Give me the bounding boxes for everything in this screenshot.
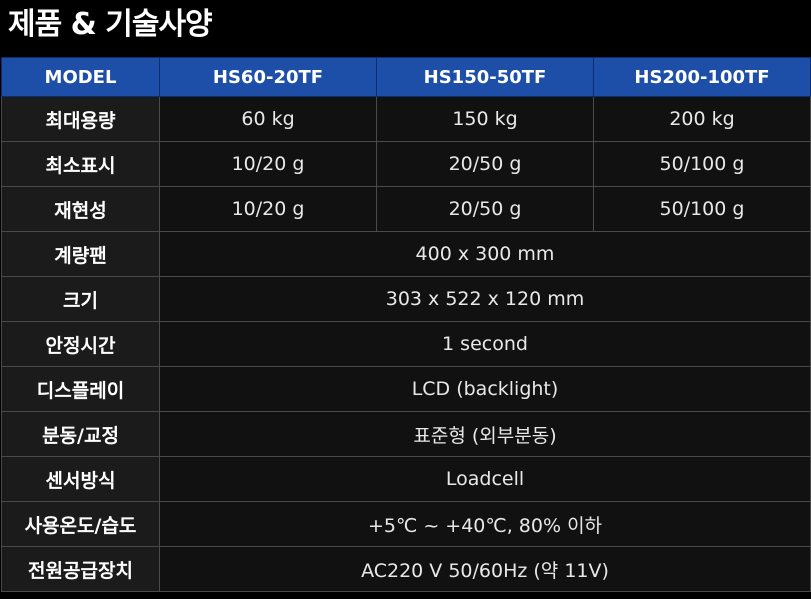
- header-hs150-50tf: HS150-50TF: [376, 57, 594, 97]
- table-header-row: MODEL HS60-20TF HS150-50TF HS200-100TF: [1, 57, 811, 97]
- header-hs60-20tf: HS60-20TF: [159, 57, 377, 97]
- table-row-calibration: 분동/교정 표준형 (외부분동): [1, 411, 811, 457]
- table-cell: 20/50 g: [376, 186, 594, 232]
- row-label: 안정시간: [1, 321, 160, 367]
- table-cell: 10/20 g: [159, 186, 377, 232]
- table-cell: +5℃ ~ +40℃, 80% 이하: [159, 501, 811, 547]
- table-cell: Loadcell: [159, 456, 811, 502]
- table-row-dimensions: 크기 303 x 522 x 120 mm: [1, 276, 811, 322]
- table-row-max-capacity: 최대용량 60 kg 150 kg 200 kg: [1, 96, 811, 142]
- row-label: 최대용량: [1, 96, 160, 142]
- header-model: MODEL: [1, 57, 160, 97]
- table-cell: 150 kg: [376, 96, 594, 142]
- table-cell: AC220 V 50/60Hz (약 11V): [159, 546, 811, 592]
- table-row-min-display: 최소표시 10/20 g 20/50 g 50/100 g: [1, 141, 811, 187]
- table-cell: 1 second: [159, 321, 811, 367]
- table-cell: 50/100 g: [593, 141, 811, 187]
- table-cell: 표준형 (외부분동): [159, 411, 811, 457]
- page-title: 제품 & 기술사양: [8, 7, 213, 42]
- table-cell: 60 kg: [159, 96, 377, 142]
- row-label: 재현성: [1, 186, 160, 232]
- table-cell: 400 x 300 mm: [159, 231, 811, 277]
- table-cell: LCD (backlight): [159, 366, 811, 412]
- row-label: 전원공급장치: [1, 546, 160, 592]
- row-label: 최소표시: [1, 141, 160, 187]
- table-row-sensor-type: 센서방식 Loadcell: [1, 456, 811, 502]
- table-row-stabilization-time: 안정시간 1 second: [1, 321, 811, 367]
- row-label: 센서방식: [1, 456, 160, 502]
- table-row-pan-size: 계량팬 400 x 300 mm: [1, 231, 811, 277]
- table-cell: 200 kg: [593, 96, 811, 142]
- row-label: 계량팬: [1, 231, 160, 277]
- row-label: 분동/교정: [1, 411, 160, 457]
- table-cell: 20/50 g: [376, 141, 594, 187]
- row-label: 디스플레이: [1, 366, 160, 412]
- table-row-repeatability: 재현성 10/20 g 20/50 g 50/100 g: [1, 186, 811, 232]
- table-cell: 10/20 g: [159, 141, 377, 187]
- table-row-display: 디스플레이 LCD (backlight): [1, 366, 811, 412]
- header-hs200-100tf: HS200-100TF: [593, 57, 811, 97]
- table-row-operating-conditions: 사용온도/습도 +5℃ ~ +40℃, 80% 이하: [1, 501, 811, 547]
- row-label: 크기: [1, 276, 160, 322]
- table-cell: 50/100 g: [593, 186, 811, 232]
- row-label: 사용온도/습도: [1, 501, 160, 547]
- table-row-power-supply: 전원공급장치 AC220 V 50/60Hz (약 11V): [1, 546, 811, 592]
- spec-table: MODEL HS60-20TF HS150-50TF HS200-100TF 최…: [1, 57, 811, 592]
- table-cell: 303 x 522 x 120 mm: [159, 276, 811, 322]
